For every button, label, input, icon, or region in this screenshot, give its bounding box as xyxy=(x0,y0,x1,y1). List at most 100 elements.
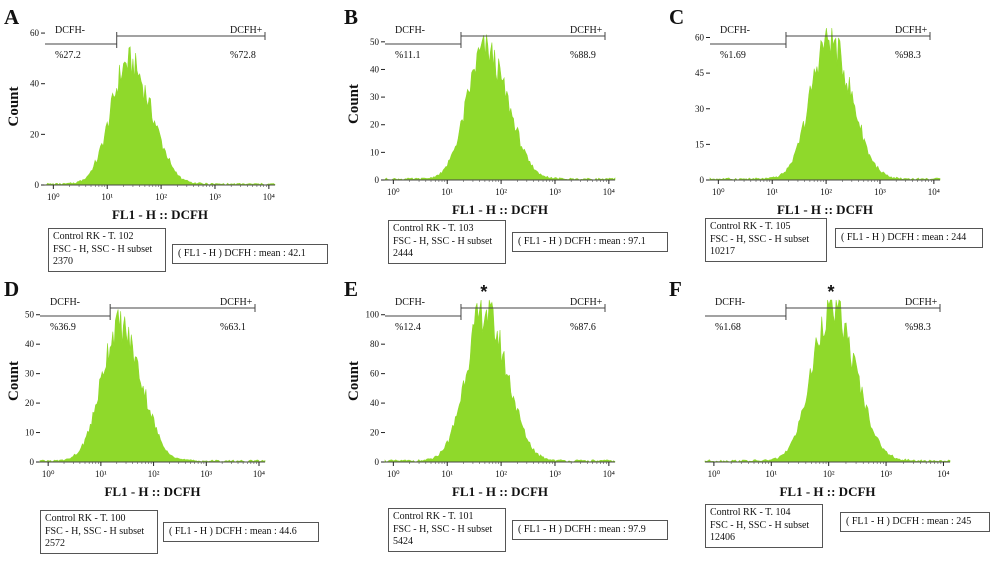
y-tick-label: 60 xyxy=(30,28,40,38)
panel-letter: D xyxy=(4,277,19,301)
histogram-area xyxy=(704,299,951,463)
x-tick-label: 10¹ xyxy=(765,469,777,479)
sample-info-box: Control RK - T. 102 FSC - H, SSC - H subs… xyxy=(48,228,166,272)
y-tick-label: 15 xyxy=(695,139,705,149)
sample-info-line: FSC - H, SSC - H subset xyxy=(710,519,810,531)
sample-info-box: Control RK - T. 104 FSC - H, SSC - H subs… xyxy=(705,504,823,548)
sample-info-line: FSC - H, SSC - H subset xyxy=(45,525,145,537)
y-tick-label: 20 xyxy=(25,398,35,408)
x-axis-label: FL1 - H :: DCFH xyxy=(779,484,875,499)
x-tick-label: 10¹ xyxy=(441,469,453,479)
histogram-panel-e: E Count 0 20 40 60 80 100 10⁰ 10¹ 10² 10³ 10⁴ FL1 - H… xyxy=(340,272,670,552)
sample-info-line: FSC - H, SSC - H subset xyxy=(53,243,153,255)
x-tick-label: 10⁰ xyxy=(708,469,721,479)
y-tick-label: 20 xyxy=(370,428,380,438)
gate-negative-label: DCFH- xyxy=(395,25,425,36)
histogram-area xyxy=(39,309,266,463)
y-tick-label: 50 xyxy=(370,37,380,47)
y-tick-label: 40 xyxy=(370,398,380,408)
gate-positive-percent: %63.1 xyxy=(220,322,246,333)
significance-star: * xyxy=(828,282,835,302)
mean-value-box: ( FL1 - H ) DCFH : mean : 42.1 xyxy=(172,244,328,264)
x-tick-label: 10³ xyxy=(200,469,212,479)
x-tick-label: 10² xyxy=(155,192,167,202)
panel-letter: E xyxy=(344,277,358,301)
y-axis-label: Count xyxy=(346,361,362,401)
panel-letter: B xyxy=(344,5,358,29)
histogram-area xyxy=(384,34,616,181)
x-axis-label: FL1 - H :: DCFH xyxy=(452,202,548,217)
x-tick-label: 10³ xyxy=(880,469,892,479)
y-tick-label: 60 xyxy=(695,33,705,43)
y-tick-label: 0 xyxy=(375,457,380,467)
x-tick-label: 10⁰ xyxy=(47,192,60,202)
x-axis-label: FL1 - H :: DCFH xyxy=(452,484,548,499)
gate-positive-percent: %98.3 xyxy=(895,50,921,61)
histogram-panel-a: A Count 0 20 40 60 10⁰ 10¹ 10² 10³ 10⁴ FL1 - H :: D… xyxy=(0,0,330,280)
sample-info-line: Control RK - T. 100 xyxy=(45,513,126,524)
y-axis-label: Count xyxy=(6,86,22,126)
y-tick-label: 40 xyxy=(370,64,380,74)
histogram-area xyxy=(44,46,276,186)
y-axis-label: Count xyxy=(346,84,362,124)
sample-info-line: FSC - H, SSC - H subset xyxy=(710,233,810,245)
y-tick-label: 0 xyxy=(700,175,705,185)
panel-letter: A xyxy=(4,5,20,29)
y-tick-label: 30 xyxy=(695,104,705,114)
sample-info-line: Control RK - T. 104 xyxy=(710,507,791,518)
x-tick-label: 10² xyxy=(148,469,160,479)
mean-value-box: ( FL1 - H ) DCFH : mean : 244 xyxy=(835,228,983,248)
y-tick-label: 50 xyxy=(25,310,35,320)
gate-positive-percent: %87.6 xyxy=(570,322,596,333)
x-tick-label: 10³ xyxy=(549,469,561,479)
gate-positive-percent: %98.3 xyxy=(905,322,931,333)
gate-negative-percent: %36.9 xyxy=(50,322,76,333)
event-count: 5424 xyxy=(393,536,413,547)
histogram-panel-b: B Count 0 10 20 30 40 50 10⁰ 10¹ 10² 10³ 10⁴ FL1 - H … xyxy=(340,0,670,280)
gate-positive-label: DCFH+ xyxy=(220,297,253,308)
panel-letter: C xyxy=(669,5,684,29)
y-tick-label: 10 xyxy=(25,428,35,438)
mean-value-box: ( FL1 - H ) DCFH : mean : 97.9 xyxy=(512,520,668,540)
x-tick-label: 10³ xyxy=(874,187,886,197)
y-tick-label: 60 xyxy=(370,369,380,379)
gate-negative-label: DCFH- xyxy=(715,297,745,308)
gate-negative-percent: %1.69 xyxy=(720,50,746,61)
y-tick-label: 80 xyxy=(370,339,380,349)
y-tick-label: 20 xyxy=(30,129,40,139)
x-tick-label: 10⁰ xyxy=(42,469,55,479)
sample-info-box: Control RK - T. 101 FSC - H, SSC - H subs… xyxy=(388,508,506,552)
event-count: 10217 xyxy=(710,246,735,257)
gate-negative-label: DCFH- xyxy=(720,25,750,36)
gate-positive-label: DCFH+ xyxy=(570,297,603,308)
y-tick-label: 20 xyxy=(370,120,380,130)
x-axis-label: FL1 - H :: DCFH xyxy=(777,202,873,217)
mean-value-box: ( FL1 - H ) DCFH : mean : 245 xyxy=(840,512,990,532)
gate-negative-percent: %12.4 xyxy=(395,322,421,333)
histogram-svg: E Count 0 20 40 60 80 100 10⁰ 10¹ 10² 10³ 10⁴ FL1 - H… xyxy=(344,277,616,499)
y-tick-label: 0 xyxy=(30,457,35,467)
x-tick-label: 10⁴ xyxy=(603,469,615,479)
x-tick-label: 10⁰ xyxy=(712,187,725,197)
y-tick-label: 0 xyxy=(35,180,40,190)
gate-positive-label: DCFH+ xyxy=(570,25,603,36)
gate-positive-label: DCFH+ xyxy=(895,25,928,36)
x-tick-label: 10¹ xyxy=(441,187,453,197)
x-tick-label: 10⁴ xyxy=(937,469,949,479)
x-tick-label: 10⁴ xyxy=(253,469,265,479)
x-tick-label: 10⁰ xyxy=(387,469,400,479)
x-tick-label: 10³ xyxy=(549,187,561,197)
x-tick-label: 10¹ xyxy=(101,192,113,202)
y-tick-label: 40 xyxy=(30,79,40,89)
y-tick-label: 40 xyxy=(25,339,35,349)
gate-negative-label: DCFH- xyxy=(55,25,85,36)
gate-positive-label: DCFH+ xyxy=(905,297,938,308)
event-count: 12406 xyxy=(710,532,735,543)
histogram-area xyxy=(384,299,616,463)
panel-letter: F xyxy=(669,277,682,301)
x-axis-label: FL1 - H :: DCFH xyxy=(112,207,208,222)
sample-info-line: Control RK - T. 101 xyxy=(393,511,474,522)
